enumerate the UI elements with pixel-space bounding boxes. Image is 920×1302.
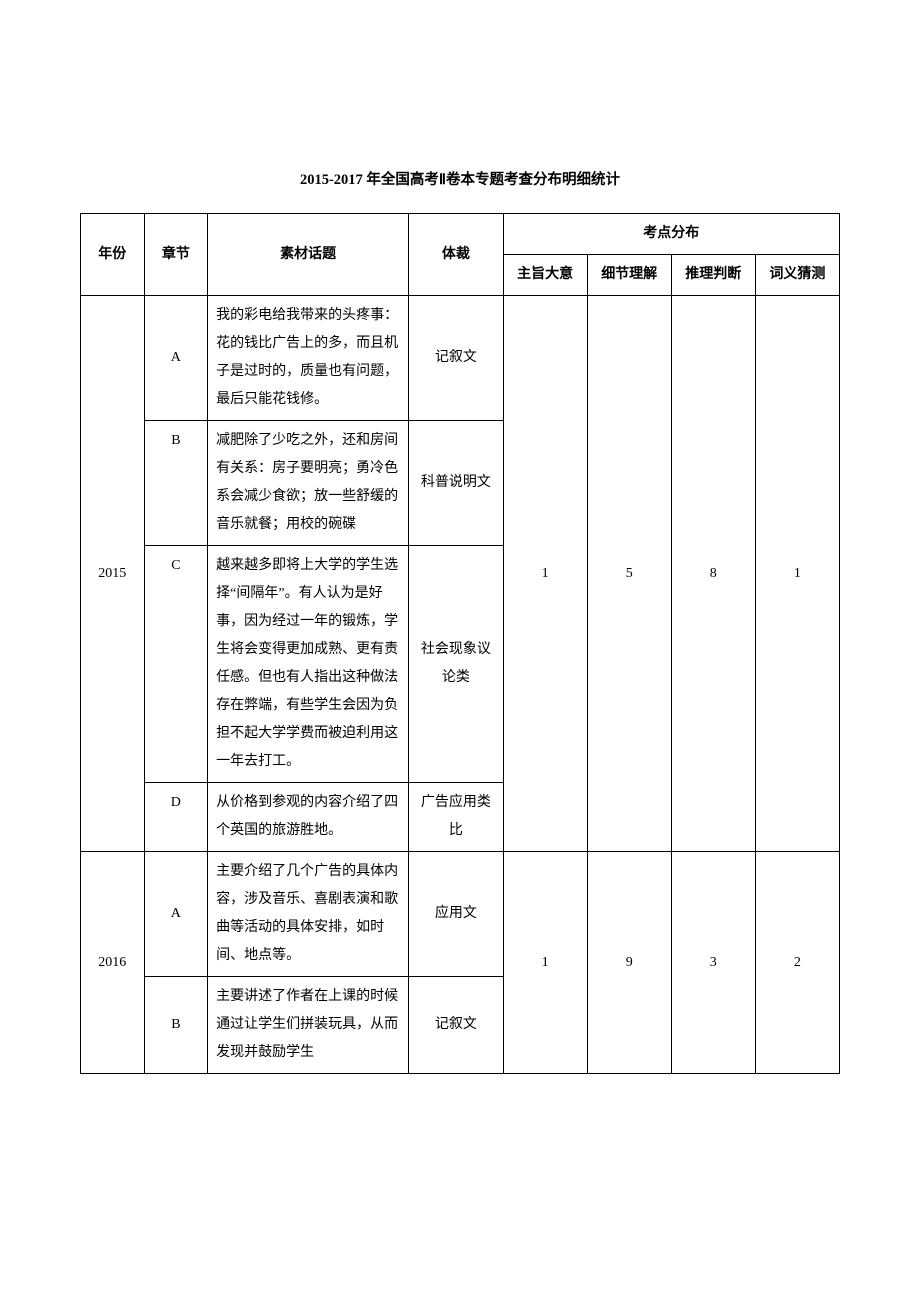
cell-p2: 9: [587, 852, 671, 1074]
cell-genre: 广告应用类比: [409, 783, 503, 852]
cell-p1: 1: [503, 296, 587, 852]
cell-p3: 3: [671, 852, 755, 1074]
cell-year: 2015: [81, 296, 145, 852]
table-row: 2015 A 我的彩电给我带来的头疼事：花的钱比广告上的多，而且机子是过时的，质…: [81, 296, 840, 421]
cell-topic: 从价格到参观的内容介绍了四个英国的旅游胜地。: [208, 783, 409, 852]
cell-genre: 记叙文: [409, 296, 503, 421]
cell-p2: 5: [587, 296, 671, 852]
col-p1: 主旨大意: [503, 255, 587, 296]
col-topic: 素材话题: [208, 214, 409, 296]
cell-p4: 2: [755, 852, 839, 1074]
cell-topic: 越来越多即将上大学的学生选择“间隔年”。有人认为是好事，因为经过一年的锻炼，学生…: [208, 546, 409, 783]
cell-chapter: C: [144, 546, 208, 783]
cell-p1: 1: [503, 852, 587, 1074]
col-genre: 体裁: [409, 214, 503, 296]
cell-genre: 应用文: [409, 852, 503, 977]
page-title: 2015-2017 年全国高考Ⅱ卷本专题考查分布明细统计: [80, 168, 840, 189]
cell-chapter: B: [144, 421, 208, 546]
cell-chapter: B: [144, 977, 208, 1074]
cell-genre: 社会现象议论类: [409, 546, 503, 783]
col-p3: 推理判断: [671, 255, 755, 296]
cell-topic: 主要讲述了作者在上课的时候通过让学生们拼装玩具，从而发现并鼓励学生: [208, 977, 409, 1074]
cell-chapter: D: [144, 783, 208, 852]
cell-genre: 科普说明文: [409, 421, 503, 546]
col-p2: 细节理解: [587, 255, 671, 296]
cell-chapter: A: [144, 296, 208, 421]
cell-topic: 减肥除了少吃之外，还和房间有关系：房子要明亮；勇冷色系会减少食欲；放一些舒缓的音…: [208, 421, 409, 546]
table-header-row-1: 年份 章节 素材话题 体裁 考点分布: [81, 214, 840, 255]
cell-genre: 记叙文: [409, 977, 503, 1074]
table-header: 年份 章节 素材话题 体裁 考点分布 主旨大意 细节理解 推理判断 词义猜测: [81, 214, 840, 296]
cell-chapter: A: [144, 852, 208, 977]
col-chapter: 章节: [144, 214, 208, 296]
col-points-group: 考点分布: [503, 214, 839, 255]
cell-p4: 1: [755, 296, 839, 852]
col-p4: 词义猜测: [755, 255, 839, 296]
cell-year: 2016: [81, 852, 145, 1074]
table-body: 2015 A 我的彩电给我带来的头疼事：花的钱比广告上的多，而且机子是过时的，质…: [81, 296, 840, 1074]
cell-topic: 主要介绍了几个广告的具体内容，涉及音乐、喜剧表演和歌曲等活动的具体安排，如时间、…: [208, 852, 409, 977]
cell-p3: 8: [671, 296, 755, 852]
table-row: 2016 A 主要介绍了几个广告的具体内容，涉及音乐、喜剧表演和歌曲等活动的具体…: [81, 852, 840, 977]
col-year: 年份: [81, 214, 145, 296]
statistics-table: 年份 章节 素材话题 体裁 考点分布 主旨大意 细节理解 推理判断 词义猜测 2…: [80, 213, 840, 1074]
document-page: 2015-2017 年全国高考Ⅱ卷本专题考查分布明细统计 年份 章节 素材话题 …: [0, 0, 920, 1302]
cell-topic: 我的彩电给我带来的头疼事：花的钱比广告上的多，而且机子是过时的，质量也有问题，最…: [208, 296, 409, 421]
